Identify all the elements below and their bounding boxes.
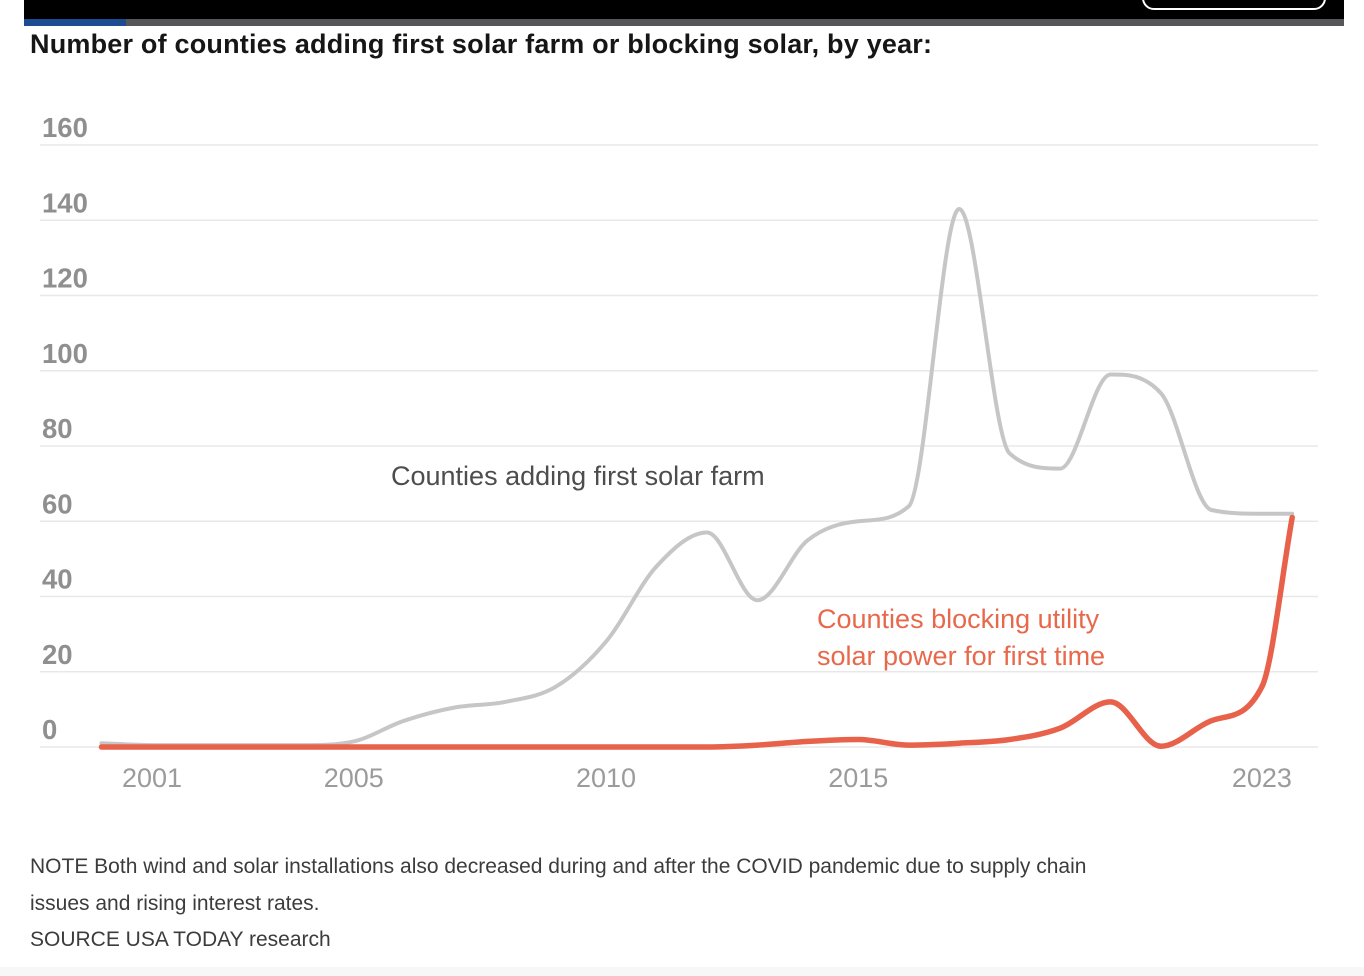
y-tick-label: 160 [42, 112, 88, 143]
series-line-blocking-solar [98, 514, 1295, 750]
series-label-adding-solar: Counties adding first solar farm [391, 461, 765, 491]
note-line-1: NOTE Both wind and solar installations a… [30, 855, 1087, 878]
y-tick-label: 100 [42, 338, 88, 369]
series-label-blocking-line2: solar power for first time [817, 641, 1106, 671]
x-tick-label: 2015 [828, 763, 888, 793]
x-tick-label: 2001 [122, 763, 182, 793]
y-tick-label: 120 [42, 263, 88, 294]
y-tick-label: 20 [42, 639, 73, 670]
bottom-strip [0, 967, 1364, 976]
x-tick-label: 2005 [324, 763, 384, 793]
series-line-adding-solar [99, 207, 1295, 748]
chart-note: NOTE Both wind and solar installations a… [30, 849, 1340, 959]
y-tick-label: 0 [42, 714, 57, 745]
y-tick-label: 60 [42, 488, 73, 519]
video-progress-bar[interactable] [24, 19, 1344, 26]
media-player-bar [24, 0, 1344, 19]
source-line: SOURCE USA TODAY research [30, 928, 331, 951]
x-tick-label: 2010 [576, 763, 636, 793]
chart-title: Number of counties adding first solar fa… [30, 29, 933, 59]
video-progress-fill [24, 19, 126, 26]
y-tick-label: 140 [42, 187, 88, 218]
x-tick-label: 2023 [1232, 763, 1292, 793]
y-tick-label: 80 [42, 413, 73, 444]
note-line-2: issues and rising interest rates. [30, 891, 320, 915]
series-label-blocking-line1: Counties blocking utility [817, 604, 1100, 634]
series-label-blocking-solar: Counties blocking utility solar power fo… [817, 601, 1105, 675]
y-tick-label: 40 [42, 564, 73, 595]
